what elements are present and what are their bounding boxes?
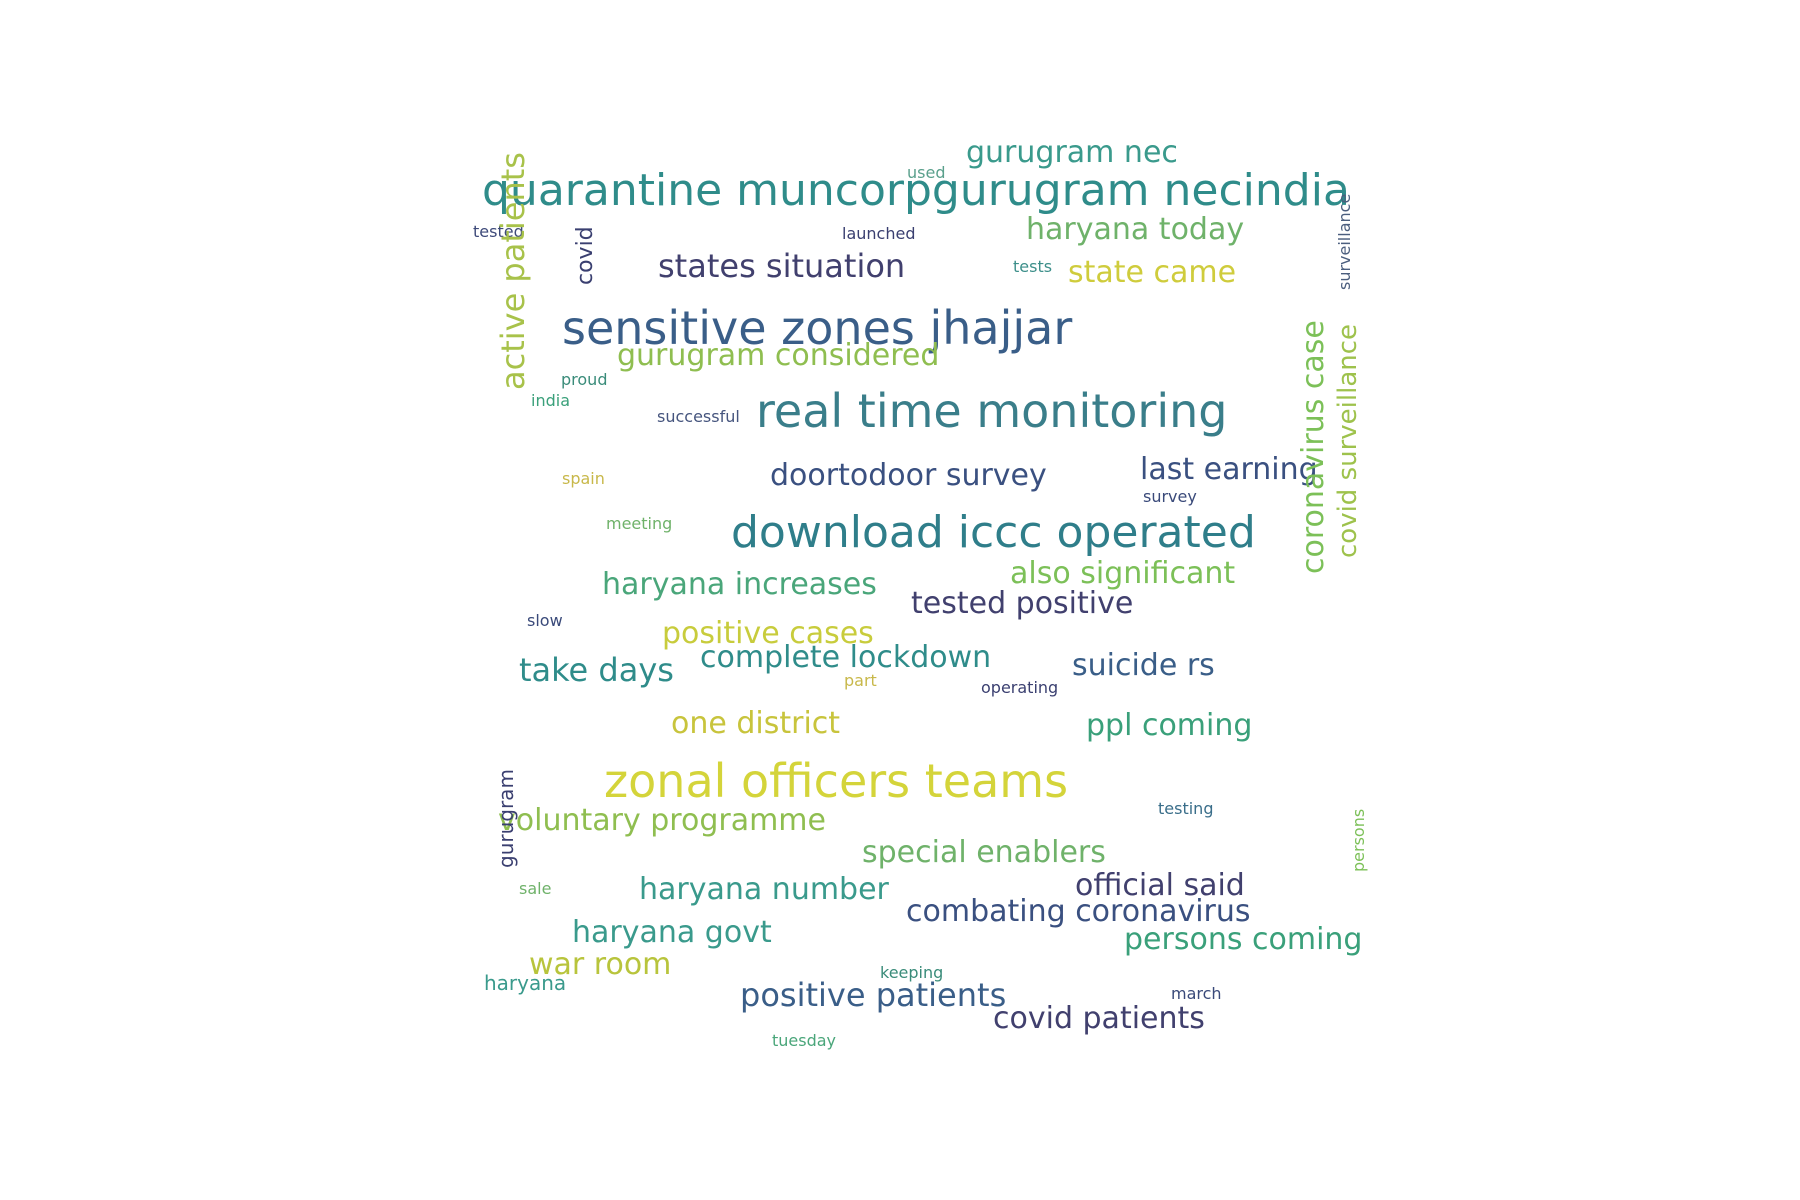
word-covid-patients: covid patients [993,1001,1205,1036]
word-used: used [907,163,945,182]
word-official-said: official said [1075,868,1245,903]
word-haryana-increases: haryana increases [602,567,877,602]
word-war-room: war room [529,947,671,982]
word-special-enablers: special enablers [862,835,1106,870]
word-cloud-words: quarantine muncorpgurugram necindiagurug… [473,135,1368,1050]
word-march: march [1171,984,1222,1003]
word-part: part [844,671,877,690]
word-ppl-coming: ppl coming [1086,708,1252,743]
word-sensitive-zones-jhajjar: sensitive zones jhajjar [562,301,1072,355]
word-state-came: state came [1068,255,1236,290]
word-quarantine-muncorpgurugram-necindia: quarantine muncorpgurugram necindia [482,165,1350,216]
word-active-patients: active patients [494,152,532,390]
word-surveillance: surveillance [1335,194,1354,290]
word-doortodoor-survey: doortodoor survey [770,458,1047,493]
word-complete-lockdown: complete lockdown [700,640,991,675]
word-persons-coming: persons coming [1124,922,1362,957]
word-launched: launched [842,224,915,243]
word-one-district: one district [671,706,840,741]
word-operating: operating [981,678,1058,697]
word-tests: tests [1013,257,1052,276]
word-positive-patients: positive patients [740,976,1006,1014]
word-covid-surveillance: covid surveillance [1333,324,1363,558]
word-states-situation: states situation [658,247,905,285]
word-haryana-number: haryana number [639,872,890,907]
word-india: india [531,391,570,410]
word-haryana: haryana [484,971,566,995]
word-take-days: take days [519,651,674,689]
word-spain: spain [562,469,605,488]
word-tuesday: tuesday [772,1031,836,1050]
word-gurugram: gurugram [494,769,518,868]
word-covid: covid [573,226,598,285]
word-last-earning: last earning [1140,452,1318,487]
word-haryana-govt: haryana govt [572,915,772,950]
word-voluntary-programme: voluntary programme [498,803,826,838]
word-testing: testing [1158,799,1213,818]
word-real-time-monitoring: real time monitoring [756,384,1227,438]
word-suicide-rs: suicide rs [1072,648,1215,683]
word-successful: successful [657,407,740,426]
word-coronavirus-case: coronavirus case [1296,320,1331,574]
word-positive-cases: positive cases [662,616,874,651]
word-proud: proud [561,370,607,389]
word-persons: persons [1349,809,1368,872]
word-sale: sale [519,879,551,898]
word-meeting: meeting [606,514,672,533]
word-zonal-officers-teams: zonal officers teams [604,754,1068,808]
word-tested-positive: tested positive [911,586,1133,621]
word-haryana-today: haryana today [1026,212,1244,247]
word-survey: survey [1143,487,1197,506]
word-gurugram-considered: gurugram considered [617,338,939,373]
word-tested: tested [473,222,524,241]
word-download-iccc-operated: download iccc operated [731,507,1256,558]
word-combating-coronavirus: combating coronavirus [906,894,1251,929]
word-also-significant: also significant [1010,556,1235,591]
word-slow: slow [527,611,563,630]
word-keeping: keeping [880,963,943,982]
word-gurugram-nec: gurugram nec [966,135,1178,170]
